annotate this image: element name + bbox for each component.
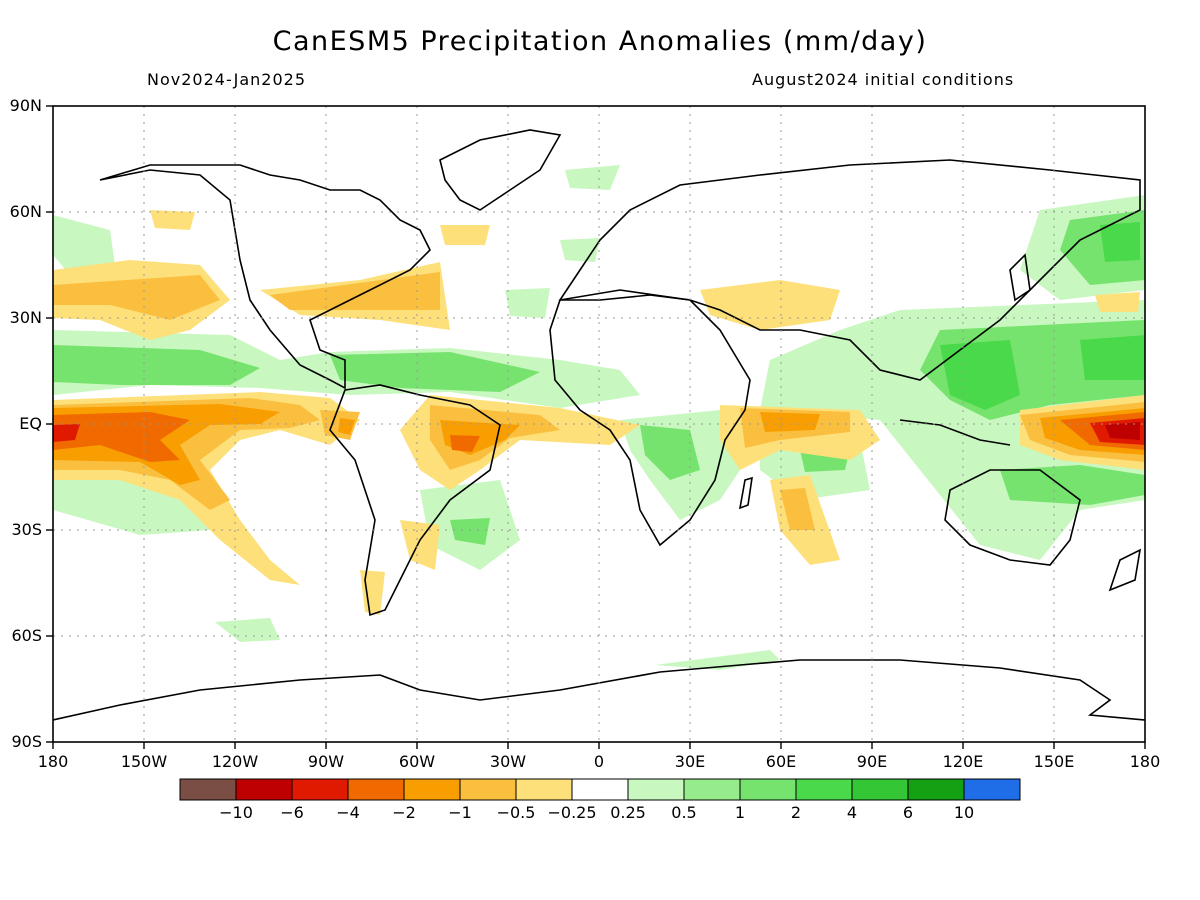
colorbar-label: 6 bbox=[902, 803, 914, 822]
colorbar-label: −0.5 bbox=[496, 803, 536, 822]
lon-label-60e: 60E bbox=[765, 752, 797, 771]
lon-label-150w: 150W bbox=[120, 752, 168, 771]
forecast-period: Nov2024-Jan2025 bbox=[147, 70, 306, 89]
lon-label-90w: 90W bbox=[307, 752, 345, 771]
lon-label-150e: 150E bbox=[1033, 752, 1075, 771]
lon-label-180e: 180 bbox=[1129, 752, 1161, 771]
colorbar-swatch bbox=[851, 778, 909, 801]
colorbar-swatch bbox=[627, 778, 685, 801]
lat-label-30s: 30S bbox=[11, 520, 42, 539]
colorbar-swatch bbox=[347, 778, 405, 801]
lon-label-120e: 120E bbox=[942, 752, 984, 771]
lat-label-60s: 60S bbox=[11, 626, 42, 645]
colorbar-label: −6 bbox=[280, 803, 304, 822]
colorbar-swatch bbox=[403, 778, 461, 801]
colorbar-swatch bbox=[571, 778, 629, 801]
lon-label-0: 0 bbox=[593, 752, 605, 771]
colorbar-swatch bbox=[515, 778, 573, 801]
colorbar-swatch bbox=[739, 778, 797, 801]
lat-label-90n: 90N bbox=[9, 96, 42, 115]
colorbar-label: 10 bbox=[953, 803, 975, 822]
colorbar-label: 4 bbox=[846, 803, 858, 822]
initial-conditions: August2024 initial conditions bbox=[752, 70, 1015, 89]
colorbar-label: −0.25 bbox=[547, 803, 597, 822]
lat-label-90s: 90S bbox=[11, 732, 42, 751]
colorbar-swatch bbox=[907, 778, 965, 801]
colorbar bbox=[179, 778, 1021, 801]
lon-label-90e: 90E bbox=[856, 752, 888, 771]
graticule bbox=[53, 106, 1145, 742]
colorbar-swatch bbox=[683, 778, 741, 801]
colorbar-label: 0.25 bbox=[610, 803, 646, 822]
colorbar-label: −1 bbox=[448, 803, 472, 822]
lon-label-120w: 120W bbox=[211, 752, 259, 771]
map-title: CanESM5 Precipitation Anomalies (mm/day) bbox=[272, 26, 928, 57]
lat-label-30n: 30N bbox=[9, 308, 42, 327]
lon-label-30w: 30W bbox=[489, 752, 527, 771]
colorbar-label: −10 bbox=[219, 803, 253, 822]
colorbar-label: 1 bbox=[734, 803, 746, 822]
colorbar-label: 0.5 bbox=[671, 803, 697, 822]
colorbar-swatch bbox=[291, 778, 349, 801]
colorbar-swatch bbox=[963, 778, 1021, 801]
lon-label-180w: 180 bbox=[37, 752, 69, 771]
axis-ticks bbox=[46, 105, 1146, 749]
colorbar-swatch bbox=[795, 778, 853, 801]
colorbar-swatch bbox=[459, 778, 517, 801]
lon-label-30e: 30E bbox=[674, 752, 706, 771]
colorbar-swatch bbox=[179, 778, 237, 801]
colorbar-label: 2 bbox=[790, 803, 802, 822]
colorbar-label: −4 bbox=[336, 803, 360, 822]
lat-label-eq: EQ bbox=[19, 414, 42, 433]
coastlines bbox=[53, 129, 1145, 721]
lat-label-60n: 60N bbox=[9, 202, 42, 221]
lon-label-60w: 60W bbox=[398, 752, 436, 771]
colorbar-swatch bbox=[235, 778, 293, 801]
colorbar-label: −2 bbox=[392, 803, 416, 822]
